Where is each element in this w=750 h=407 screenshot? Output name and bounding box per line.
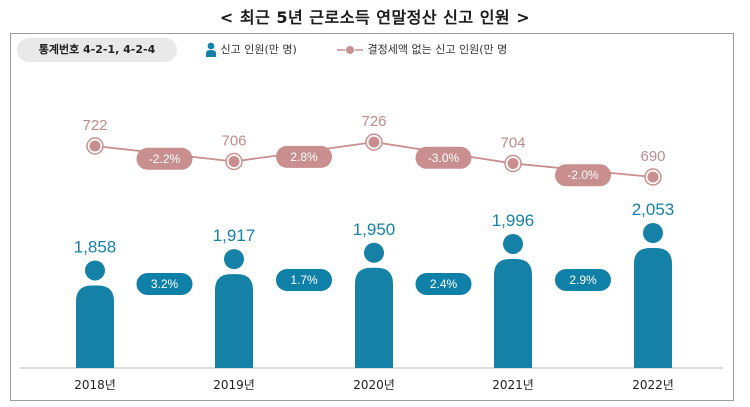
- line-value-label: 690: [640, 148, 665, 165]
- line-value-label: 722: [82, 117, 107, 134]
- line-growth-pill: [415, 146, 472, 169]
- line-point-fill: [647, 171, 659, 183]
- x-tick-label: 2021년: [492, 378, 534, 392]
- line-growth-label: -2.2%: [149, 152, 181, 166]
- legend-item-filers: 신고 인원(만 명): [205, 40, 297, 60]
- bar-growth-pill: [276, 269, 332, 291]
- bar-2019년: [215, 274, 253, 368]
- bar-growth-label: 3.2%: [151, 277, 179, 291]
- line-growth-pill: [136, 147, 193, 170]
- line-point-fill: [507, 157, 519, 169]
- line-growth-pill: [555, 164, 611, 187]
- bar-value-label: 2,053: [632, 200, 675, 219]
- line-growth-label: 2.8%: [290, 150, 318, 164]
- bar-2022년: [634, 248, 672, 368]
- bar-head-2021년: [503, 233, 523, 254]
- bar-value-label: 1,950: [353, 220, 396, 239]
- bar-growth-pill: [136, 273, 193, 295]
- x-tick-label: 2022년: [632, 378, 674, 392]
- bar-growth-pill: [555, 269, 611, 291]
- bar-head-2019년: [224, 249, 244, 270]
- bar-growth-pill: [415, 273, 472, 295]
- bar-head-2020년: [364, 242, 384, 263]
- bar-head-2018년: [85, 260, 105, 281]
- line-value-label: 706: [221, 133, 246, 150]
- chart-title: < 최근 5년 근로소득 연말정산 신고 인원 >: [219, 8, 531, 27]
- line-growth-label: -2.0%: [567, 168, 599, 182]
- line-growth-pill: [276, 145, 332, 168]
- line-point-fill: [89, 140, 101, 152]
- line-value-label: 704: [500, 134, 525, 151]
- legend-item-no-tax: 결정세액 없는 신고 인원(만 명: [336, 40, 507, 60]
- bar-growth-label: 2.9%: [569, 273, 597, 287]
- bar-value-label: 1,996: [492, 211, 535, 230]
- stat-number-badge: 통계번호 4-2-1, 4-2-4: [17, 38, 177, 62]
- person-icon: [206, 42, 216, 57]
- bar-2021년: [494, 258, 532, 368]
- line-point-fill: [228, 156, 240, 167]
- bar-growth-label: 1.7%: [290, 273, 318, 287]
- bar-value-label: 1,917: [213, 226, 256, 245]
- legend-label-no-tax: 결정세액 없는 신고 인원(만 명: [367, 43, 508, 56]
- x-tick-label: 2019년: [213, 378, 255, 392]
- x-tick-label: 2020년: [353, 378, 395, 392]
- bar-head-2022년: [643, 223, 663, 243]
- line-dot-icon: [337, 45, 363, 55]
- line-value-label: 726: [361, 113, 386, 130]
- bar-2020년: [355, 267, 393, 368]
- bar-growth-label: 2.4%: [430, 277, 458, 291]
- line-point-fill: [368, 136, 380, 148]
- x-tick-label: 2018년: [74, 378, 116, 392]
- bar-value-label: 1,858: [74, 237, 117, 256]
- line-growth-label: -3.0%: [428, 151, 460, 165]
- legend-label-filers: 신고 인원(만 명): [220, 43, 297, 56]
- bar-2018년: [76, 285, 114, 368]
